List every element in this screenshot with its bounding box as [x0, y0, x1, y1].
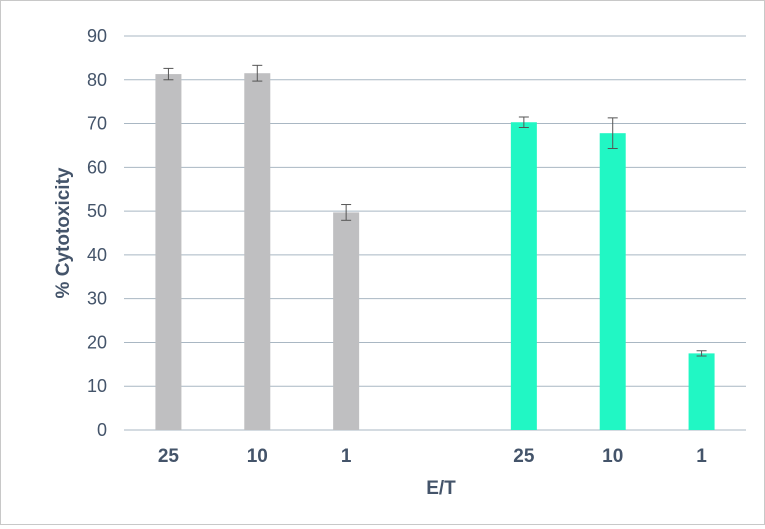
- y-tick-label: 70: [87, 114, 107, 134]
- y-tick-label: 80: [87, 70, 107, 90]
- x-tick-labels: 25 10 1 25 10 1: [158, 446, 707, 467]
- x-axis-label: E/T: [426, 478, 456, 499]
- error-bar: [341, 204, 352, 221]
- y-tick-label: 30: [87, 289, 107, 309]
- y-tick-label: 90: [87, 26, 107, 46]
- bar: [599, 133, 626, 431]
- error-bar: [696, 350, 707, 357]
- bar: [510, 122, 537, 431]
- y-tick-label: 50: [87, 201, 107, 221]
- y-tick-label: 40: [87, 245, 107, 265]
- y-axis-label: % Cytotoxicity: [53, 167, 74, 298]
- error-bars: [163, 64, 707, 357]
- x-tick-label: 25: [513, 446, 535, 467]
- bars: [155, 73, 715, 431]
- x-tick-label: 10: [247, 446, 268, 467]
- x-tick-label: 25: [158, 446, 180, 467]
- x-tick-label: 10: [602, 446, 623, 467]
- bar: [333, 212, 360, 430]
- y-tick-label: 0: [97, 420, 107, 440]
- x-tick-label: 1: [341, 446, 352, 467]
- x-tick-label: 1: [696, 446, 707, 467]
- y-tick-label: 20: [87, 332, 107, 352]
- bar: [244, 73, 271, 430]
- bar: [155, 74, 182, 430]
- y-tick-label: 10: [87, 376, 107, 396]
- error-bar: [607, 117, 618, 150]
- error-bar: [252, 64, 263, 82]
- y-tick-labels: 0 10 20 30 40 50 60 70 80 90: [87, 26, 107, 440]
- gridlines: [124, 35, 746, 431]
- error-bar: [163, 67, 174, 81]
- error-bar: [518, 116, 529, 128]
- bar: [688, 353, 715, 430]
- y-tick-label: 60: [87, 157, 107, 177]
